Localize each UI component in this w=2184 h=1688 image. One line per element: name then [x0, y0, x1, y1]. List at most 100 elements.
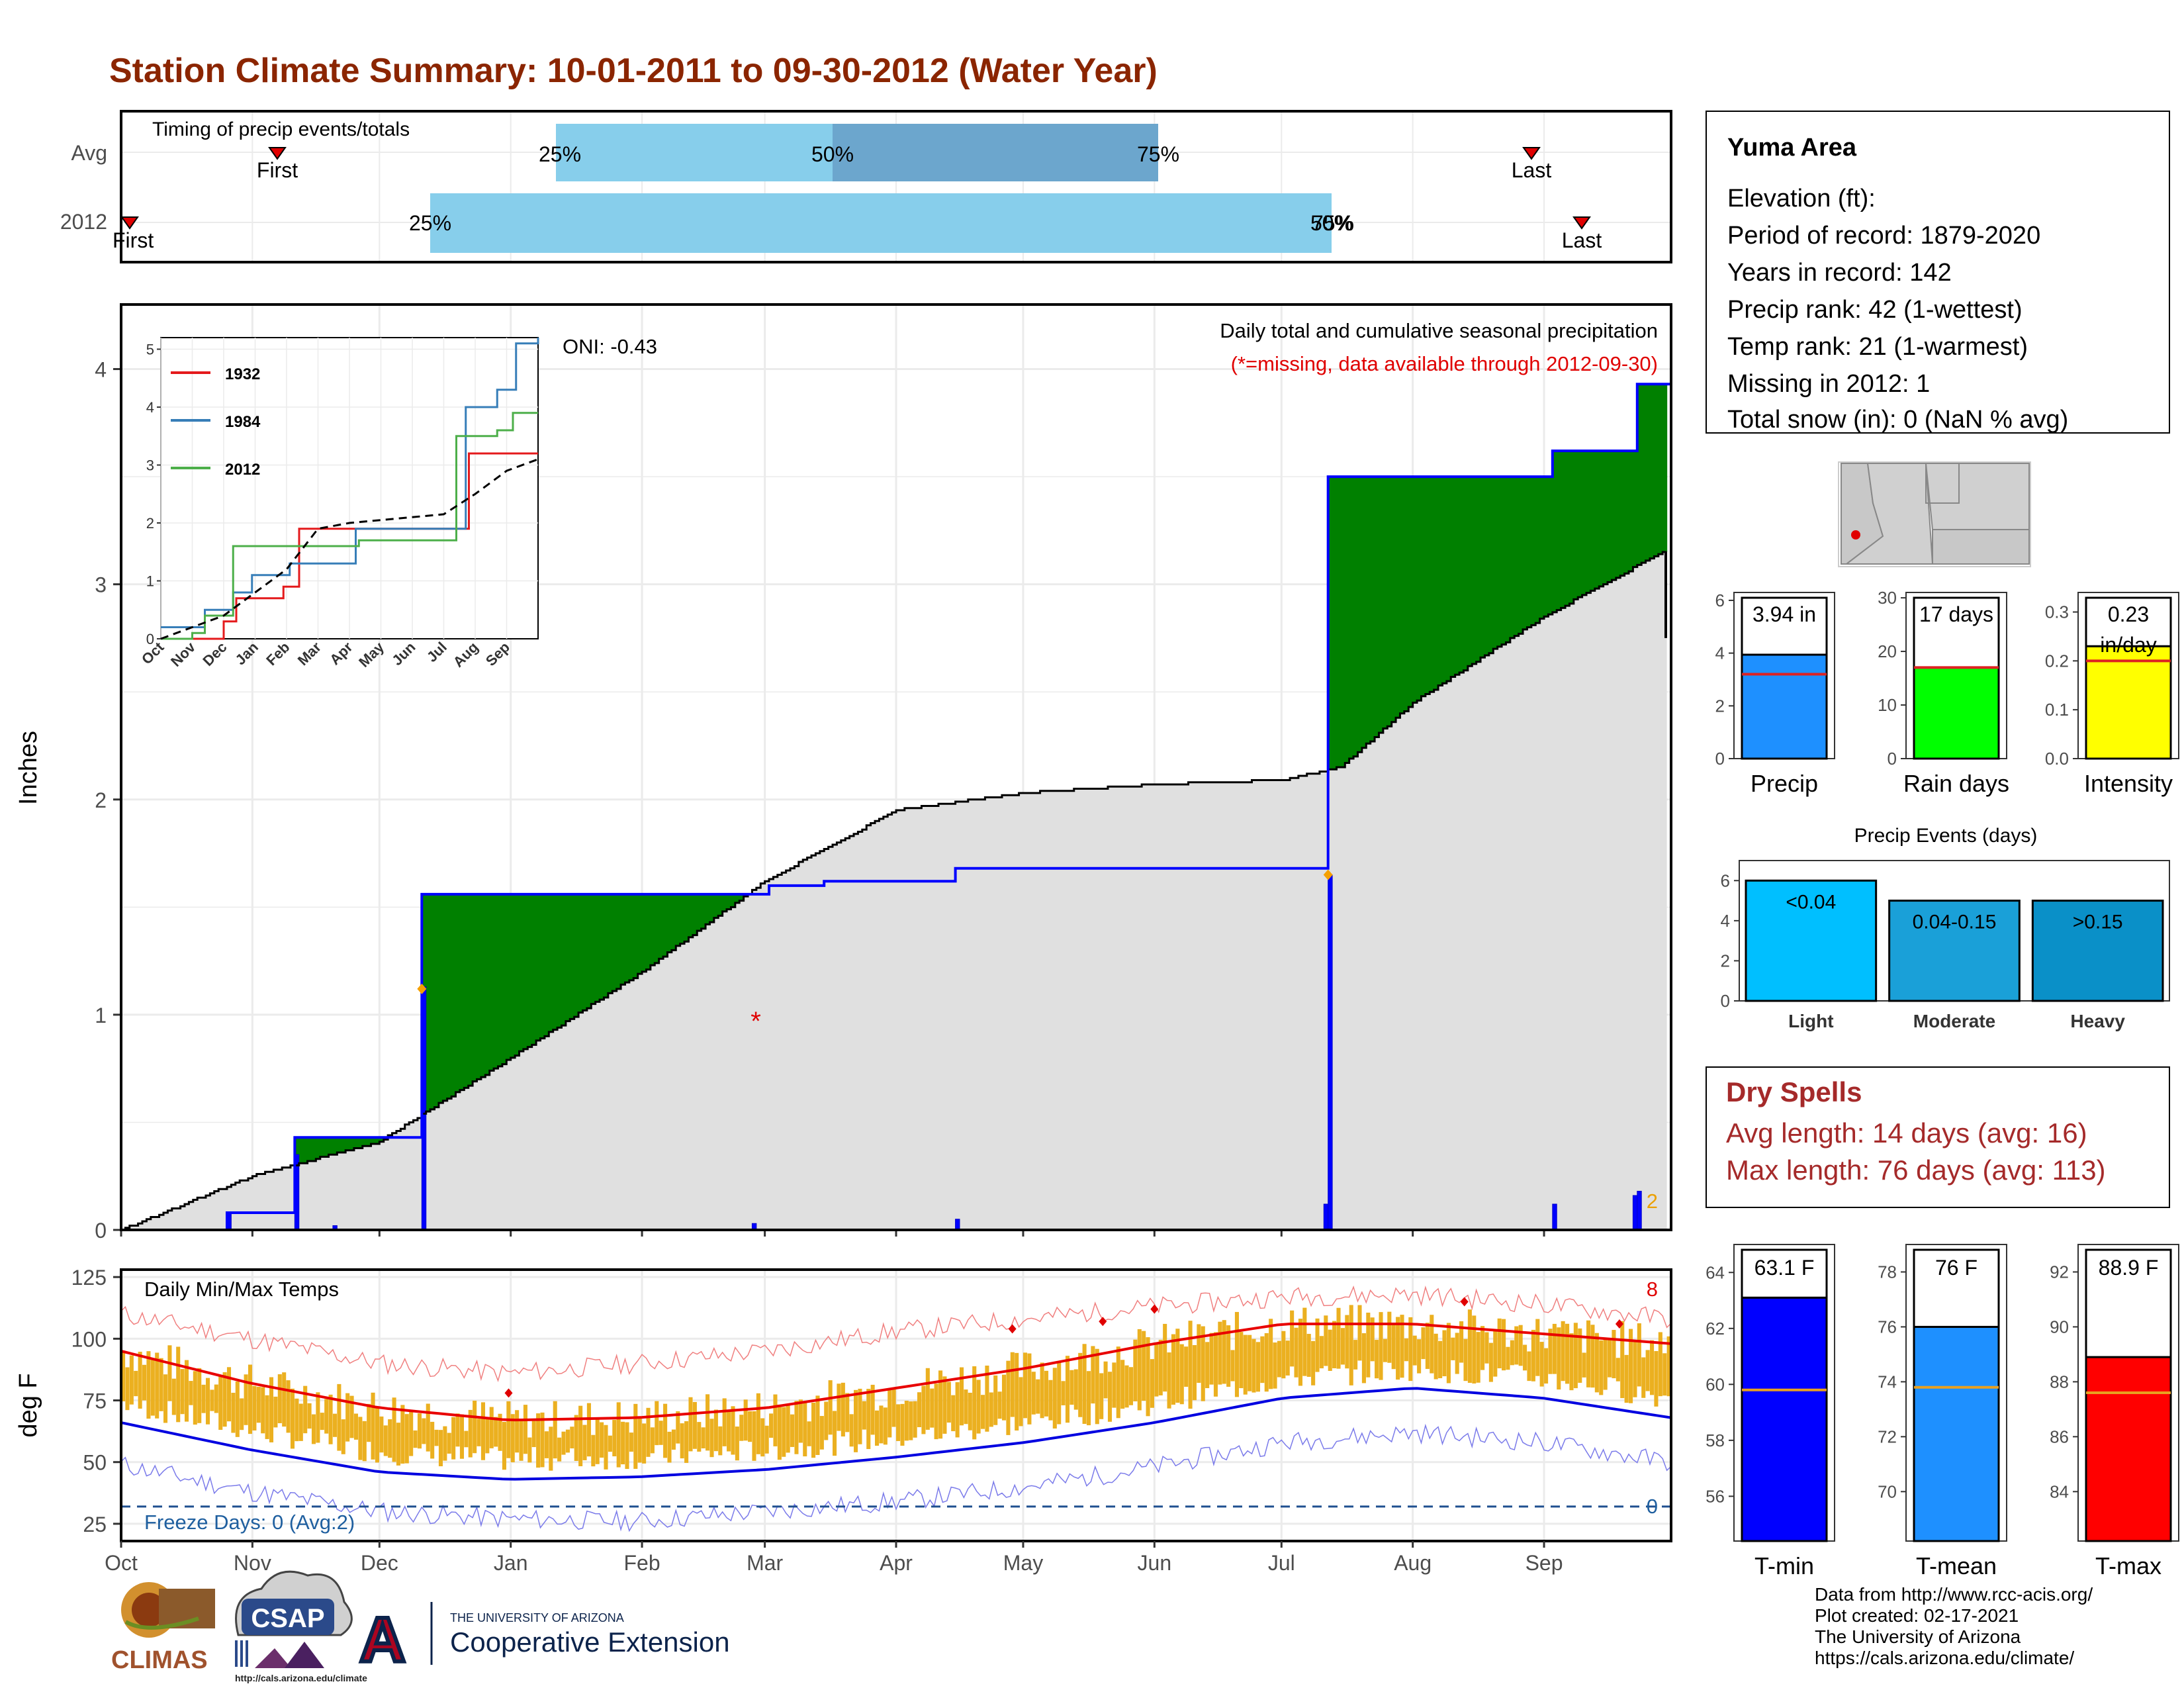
precip-events-chart: Precip Events (days) <0.04 Light 0.04-0.15… — [1721, 825, 2170, 1031]
surplus-band — [1472, 477, 1477, 664]
station-line-6: Missing in 2012: 1 — [1727, 370, 1930, 398]
surplus-band — [1523, 477, 1528, 630]
temp-y-tick-label: 25 — [83, 1513, 107, 1536]
daily-temp-bar — [731, 1406, 735, 1455]
surplus-band — [1349, 477, 1354, 759]
daily-temp-bar — [667, 1431, 672, 1463]
surplus-band — [663, 894, 668, 957]
daily-temp-bar — [125, 1367, 130, 1411]
daily-precip-bar — [1637, 1190, 1642, 1231]
surplus-band — [451, 894, 457, 1097]
surplus-band — [697, 894, 702, 931]
surplus-band — [1658, 384, 1663, 555]
surplus-band — [1430, 477, 1435, 692]
surplus-band — [1438, 477, 1443, 686]
daily-temp-bar — [1269, 1319, 1273, 1389]
daily-temp-bar — [1633, 1342, 1637, 1397]
daily-temp-bar — [862, 1401, 866, 1430]
surplus-band — [426, 894, 431, 1112]
daily-temp-bar — [375, 1407, 380, 1463]
daily-temp-bar — [447, 1432, 451, 1454]
temp-summary-y-tick-label: 70 — [1878, 1481, 1897, 1501]
daily-temp-bar — [1590, 1325, 1595, 1388]
avg-last-marker — [1522, 147, 1541, 160]
inset-y-tick-label: 0 — [146, 631, 154, 647]
daily-temp-bar — [349, 1395, 354, 1438]
record-max-line — [120, 1285, 1672, 1383]
daily-temp-bar — [438, 1430, 443, 1467]
ua-small-text: THE UNIVERSITY OF ARIZONA — [450, 1611, 624, 1624]
daily-temp-bar — [612, 1419, 617, 1457]
timing-heading: Timing of precip events/totals — [152, 118, 410, 140]
daily-temp-bar — [277, 1374, 282, 1423]
daily-temp-bar — [773, 1394, 778, 1446]
daily-temp-bar — [1001, 1374, 1007, 1421]
surplus-band — [540, 894, 545, 1039]
surplus-band — [480, 894, 486, 1078]
daily-temp-bar — [1260, 1336, 1265, 1383]
mini-y-tick-label: 0.3 — [2045, 602, 2069, 622]
surplus-band — [633, 894, 639, 978]
surplus-band — [303, 1137, 308, 1164]
surplus-band — [659, 894, 664, 959]
daily-temp-bar — [819, 1416, 824, 1450]
daily-temp-bar — [1073, 1369, 1078, 1410]
surplus-band — [1662, 384, 1668, 552]
freeze-count: 0 — [1647, 1495, 1658, 1518]
surplus-band — [362, 1137, 367, 1147]
daily-temp-bar — [324, 1399, 329, 1434]
daily-temp-bar — [1226, 1325, 1231, 1387]
avg-first-label: First — [257, 158, 298, 182]
daily-temp-bar — [951, 1395, 956, 1432]
daily-temp-bar — [833, 1411, 837, 1456]
month-label: May — [1003, 1551, 1043, 1575]
timing-panel: Timing of precip events/totals Avg 2012 … — [60, 110, 1672, 263]
temp-value-text-2: 88.9 F — [2099, 1256, 2159, 1280]
daily-temp-bar — [1099, 1373, 1104, 1419]
daily-temp-bar — [193, 1371, 197, 1425]
surplus-band — [667, 894, 672, 953]
daily-temp-bar — [544, 1431, 549, 1458]
daily-temp-bar — [1666, 1336, 1671, 1397]
daily-temp-bar — [1353, 1340, 1358, 1370]
surplus-band — [447, 894, 452, 1099]
surplus-band — [1615, 451, 1621, 578]
surplus-band — [332, 1137, 338, 1155]
inset-y-tick-label: 5 — [146, 342, 154, 358]
temp-summary-y-tick-label: 74 — [1878, 1372, 1897, 1391]
daily-temp-bar — [955, 1382, 960, 1438]
daily-temp-bar — [1065, 1356, 1070, 1423]
daily-temp-bar — [1298, 1319, 1302, 1386]
daily-temp-bar — [434, 1429, 439, 1446]
temp-summary-y-tick-label: 62 — [1706, 1319, 1725, 1338]
mini-value-bar-1 — [1913, 666, 2000, 760]
surplus-band — [531, 894, 537, 1045]
surplus-band — [1590, 451, 1596, 591]
daily-temp-bar — [1197, 1324, 1201, 1383]
daily-temp-bar — [616, 1402, 621, 1468]
dry-spells: Dry Spells Avg length: 14 days (avg: 16)… — [1706, 1066, 2170, 1208]
daily-temp-bar — [756, 1393, 760, 1454]
daily-temp-bar — [1518, 1325, 1523, 1366]
surplus-band — [1527, 477, 1532, 628]
precip-y-tick-label: 1 — [95, 1004, 107, 1027]
station-location-dot — [1851, 530, 1860, 539]
temp-summary-y-tick-label: 86 — [2050, 1427, 2069, 1446]
daily-temp-bar — [1319, 1336, 1324, 1369]
daily-temp-bar — [527, 1437, 532, 1463]
surplus-band — [1561, 451, 1566, 608]
surplus-band — [1552, 451, 1557, 612]
avg-p25-label: 25% — [539, 142, 581, 166]
surplus-band — [595, 894, 600, 1002]
inset-legend-1984: 1984 — [225, 413, 261, 431]
daily-temp-bar — [760, 1418, 765, 1457]
precip-y-tick-label: 2 — [95, 788, 107, 812]
daily-temp-bar — [362, 1421, 367, 1462]
daily-temp-bar — [727, 1409, 731, 1452]
daily-temp-bar — [642, 1423, 647, 1464]
mini-value-box-0 — [1741, 596, 1828, 656]
events-bar-0 — [1745, 879, 1878, 1002]
daily-temp-bar — [1044, 1370, 1049, 1417]
daily-temp-bar — [1629, 1329, 1633, 1403]
daily-temp-bar — [1514, 1326, 1519, 1365]
